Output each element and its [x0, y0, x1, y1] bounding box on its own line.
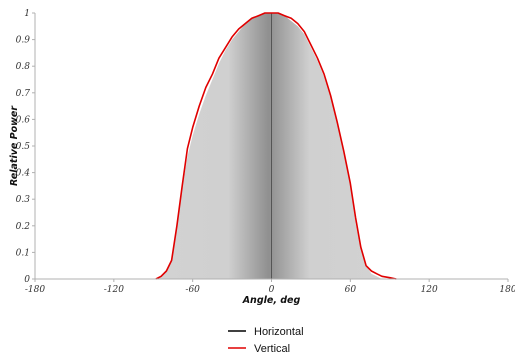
y-axis-title: Relative Power — [9, 105, 20, 186]
y-tick-label: 0.7 — [16, 89, 31, 99]
series-vertical-line — [155, 12, 397, 280]
y-tick-label: 0.2 — [16, 222, 31, 232]
y-tick-label: 0.3 — [16, 195, 31, 205]
x-tick-label: 60 — [345, 285, 357, 295]
x-axis-title: Angle, deg — [242, 295, 301, 306]
y-tick-label: 0.1 — [16, 248, 30, 258]
y-tick-label: 0 — [24, 275, 30, 285]
y-tick-label: 1 — [24, 9, 30, 19]
x-tick-label: -180 — [25, 285, 45, 295]
y-tick-label: 0.5 — [16, 142, 31, 152]
x-tick-label: -60 — [185, 285, 200, 295]
legend-label: Horizontal — [254, 326, 304, 338]
x-tick-label: 180 — [499, 285, 515, 295]
legend-label: Vertical — [254, 343, 290, 354]
series-horizontal-area — [155, 13, 382, 279]
y-tick-label: 0.6 — [16, 115, 31, 125]
y-tick-label: 0.9 — [16, 36, 31, 46]
x-tick-label: 120 — [421, 285, 438, 295]
y-tick-label: 0.8 — [16, 62, 31, 72]
y-tick-label: 0.4 — [16, 169, 31, 179]
x-tick-label: 0 — [269, 285, 275, 295]
x-tick-label: -120 — [104, 285, 124, 295]
